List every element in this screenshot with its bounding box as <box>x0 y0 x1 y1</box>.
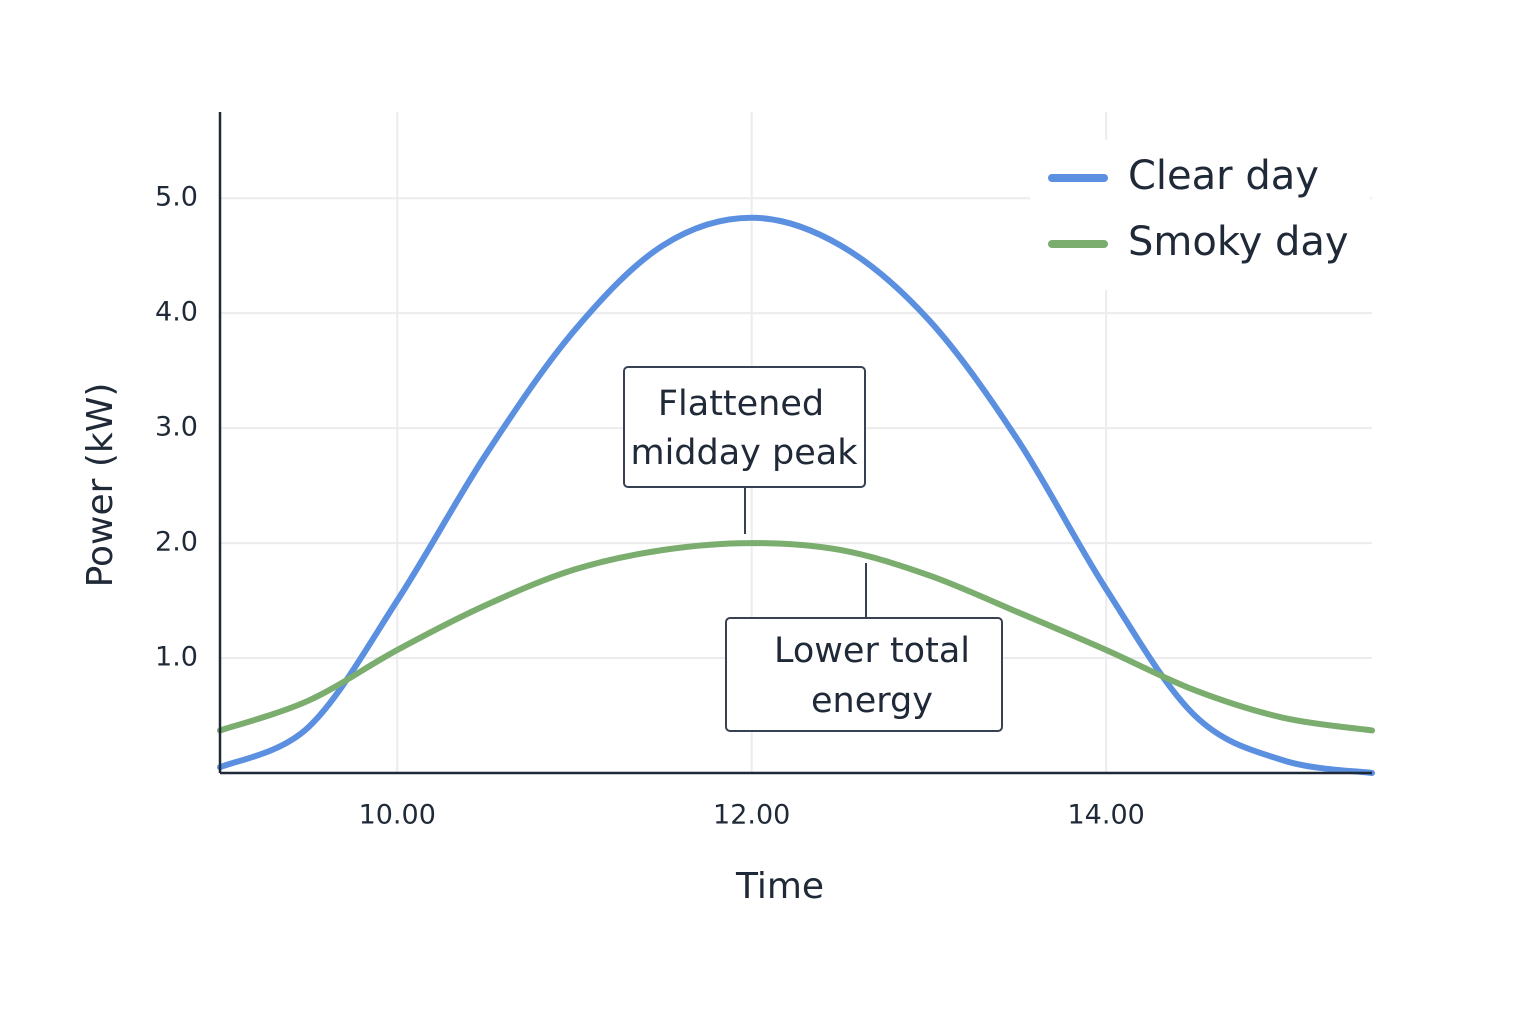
y-tick-label: 2.0 <box>155 527 198 558</box>
annotation-text: energy <box>811 681 933 721</box>
y-tick-label: 5.0 <box>155 182 198 213</box>
annotation-text: Flattened <box>658 384 824 424</box>
x-axis-title: Time <box>735 866 824 907</box>
x-tick-label: 10.00 <box>359 800 436 831</box>
series-line <box>217 540 1375 734</box>
annotations: Flattened midday peak Lower total energy <box>623 366 1003 732</box>
annotation-text: Lower total <box>774 631 970 671</box>
y-tick-label: 3.0 <box>155 412 198 443</box>
ticks: 1.0 2.0 3.0 4.0 5.0 10.00 12.00 14.00 <box>155 182 1145 831</box>
y-tick-label: 4.0 <box>155 297 198 328</box>
x-tick-label: 12.00 <box>713 800 790 831</box>
legend: Clear day Smoky day <box>1030 140 1370 290</box>
y-tick-label: 1.0 <box>155 642 198 673</box>
plot-lines <box>217 214 1375 776</box>
legend-background <box>1030 140 1370 290</box>
legend-label: Clear day <box>1128 153 1319 199</box>
series-line <box>217 214 1375 776</box>
annotation-box <box>623 366 866 488</box>
y-axis-title: Power (kW) <box>80 383 121 588</box>
annotation-text: midday peak <box>630 433 858 473</box>
x-tick-label: 14.00 <box>1068 800 1145 831</box>
legend-label: Smoky day <box>1128 219 1349 265</box>
annotation-box <box>725 617 1003 732</box>
